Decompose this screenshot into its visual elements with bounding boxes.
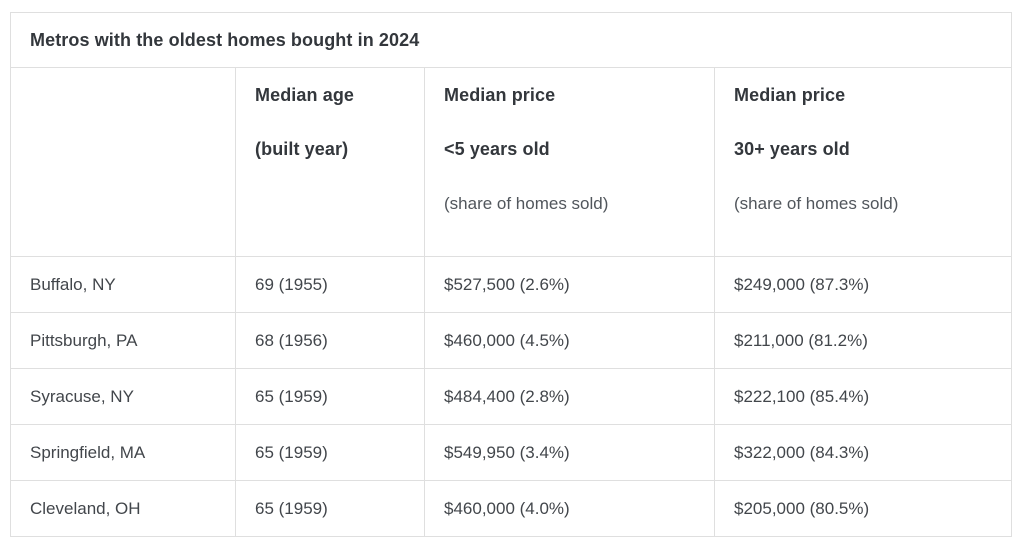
price-old-cell: $222,100 (85.4%) [713,368,1013,425]
price-new-cell: $527,500 (2.6%) [424,256,715,313]
price-new-cell: $484,400 (2.8%) [424,368,715,425]
metro-cell: Springfield, MA [10,424,236,481]
table-row: Springfield, MA 65 (1959) $549,950 (3.4%… [10,424,1013,481]
table-row: Pittsburgh, PA 68 (1956) $460,000 (4.5%)… [10,312,1013,369]
header-price-new-subnote: (share of homes sold) [444,194,609,213]
metro-cell: Buffalo, NY [10,256,236,313]
median-age-cell: 68 (1956) [235,312,425,369]
price-old-cell: $211,000 (81.2%) [713,312,1013,369]
header-price-new-line2: <5 years old [444,139,550,159]
header-cell-price-old: Median price 30+ years old (share of hom… [713,67,1013,257]
header-cell-blank [10,67,236,257]
oldest-homes-table-container: Metros with the oldest homes bought in 2… [9,12,1013,537]
header-price-old-line1: Median price [734,85,846,105]
table-header-row: Median age (built year) Median price <5 … [10,67,1013,257]
price-new-cell: $460,000 (4.0%) [424,480,715,537]
median-age-cell: 65 (1959) [235,368,425,425]
table-row: Buffalo, NY 69 (1955) $527,500 (2.6%) $2… [10,256,1013,313]
oldest-homes-table: Metros with the oldest homes bought in 2… [9,12,1013,537]
header-cell-median-age: Median age (built year) [235,67,425,257]
price-old-cell: $205,000 (80.5%) [713,480,1013,537]
header-median-age-line2: (built year) [255,139,349,159]
table-title: Metros with the oldest homes bought in 2… [9,12,1013,68]
header-price-new-line1: Median price [444,85,556,105]
header-cell-price-new: Median price <5 years old (share of home… [424,67,715,257]
median-age-cell: 65 (1959) [235,424,425,481]
header-price-old-subnote: (share of homes sold) [734,194,899,213]
table-row: Syracuse, NY 65 (1959) $484,400 (2.8%) $… [10,368,1013,425]
header-price-old-line2: 30+ years old [734,139,850,159]
price-old-cell: $322,000 (84.3%) [713,424,1013,481]
price-new-cell: $460,000 (4.5%) [424,312,715,369]
price-old-cell: $249,000 (87.3%) [713,256,1013,313]
header-median-age-line1: Median age [255,85,355,105]
median-age-cell: 69 (1955) [235,256,425,313]
price-new-cell: $549,950 (3.4%) [424,424,715,481]
table-row: Cleveland, OH 65 (1959) $460,000 (4.0%) … [10,480,1013,537]
metro-cell: Syracuse, NY [10,368,236,425]
table-title-row: Metros with the oldest homes bought in 2… [9,12,1013,68]
median-age-cell: 65 (1959) [235,480,425,537]
metro-cell: Pittsburgh, PA [10,312,236,369]
metro-cell: Cleveland, OH [10,480,236,537]
